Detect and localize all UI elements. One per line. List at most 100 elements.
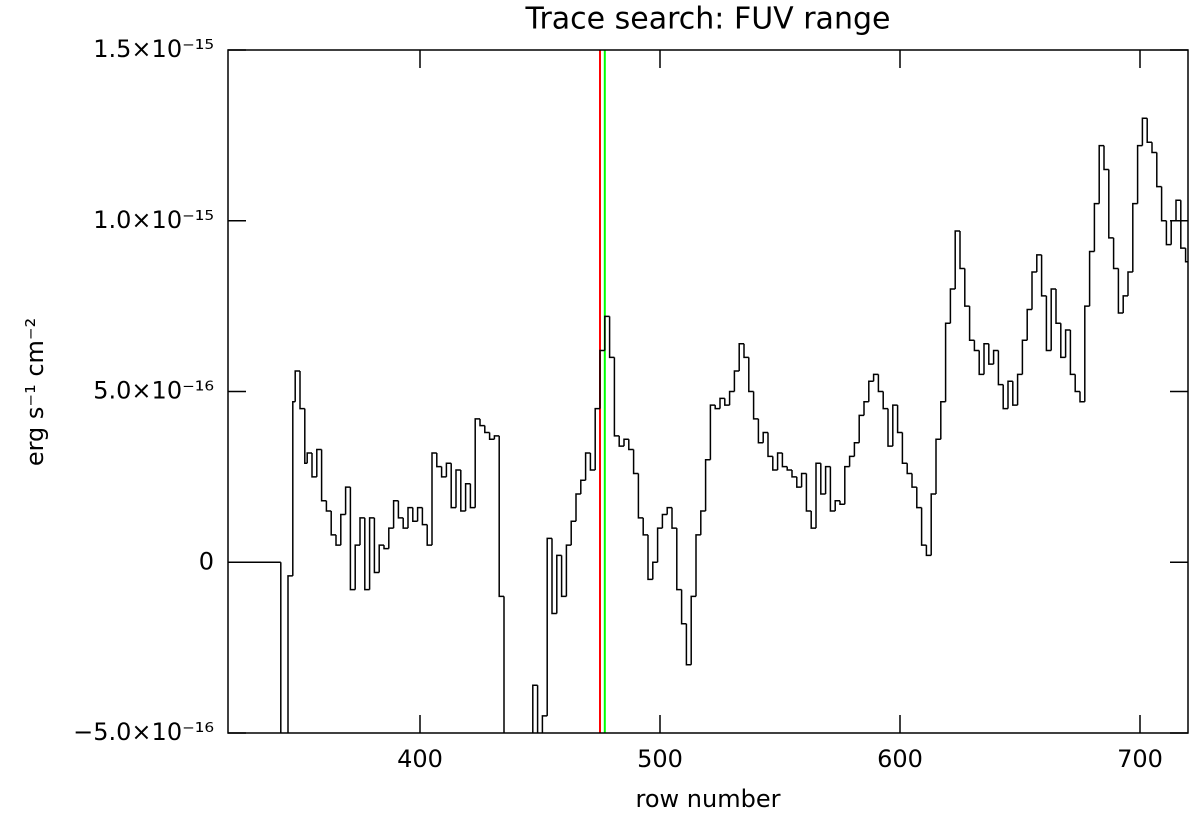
step-segment [383, 545, 389, 550]
y-tick-label: 1.5×10⁻¹⁵ [93, 35, 214, 63]
step-segment [304, 408, 308, 464]
step-segment [642, 517, 648, 536]
step-segment [1184, 248, 1188, 263]
step-segment [724, 398, 730, 406]
step-segment [752, 391, 759, 420]
step-segment [824, 465, 831, 494]
step-segment [368, 517, 375, 590]
step-segment [906, 463, 912, 475]
step-segment [287, 575, 293, 733]
step-segment [796, 476, 802, 488]
step-segment [1031, 271, 1037, 310]
step-segment [719, 397, 725, 409]
step-segment [503, 596, 505, 733]
step-segment [743, 343, 749, 359]
step-segment [1002, 384, 1008, 410]
step-segment [450, 463, 456, 509]
step-segment [280, 562, 282, 733]
step-segment [680, 589, 687, 625]
step-segment [294, 370, 300, 402]
step-segment [656, 527, 663, 563]
x-axis-label: row number [636, 785, 781, 813]
step-segment [546, 537, 552, 716]
step-segment [316, 448, 322, 477]
x-tick-label: 400 [397, 745, 443, 773]
step-segment [1012, 381, 1018, 406]
step-segment [834, 500, 840, 512]
step-segment [541, 715, 548, 733]
step-segment [556, 554, 562, 614]
step-segment [570, 520, 576, 546]
x-tick-label: 600 [877, 745, 923, 773]
step-segment [892, 404, 898, 447]
plot-frame [227, 49, 1189, 734]
step-segment [940, 400, 946, 440]
step-segment [1175, 199, 1181, 221]
step-segment [1156, 152, 1162, 188]
step-segment [509, 801, 519, 821]
step-segment [1064, 329, 1071, 358]
step-segment [1036, 254, 1042, 272]
step-segment [1016, 373, 1023, 406]
step-segment [964, 268, 970, 307]
step-segment [445, 462, 452, 477]
step-segment [872, 373, 879, 382]
step-segment [959, 230, 965, 270]
step-segment [1151, 142, 1157, 154]
step-segment [733, 370, 740, 392]
step-segment [416, 506, 423, 522]
step-segment [695, 534, 701, 597]
step-segment [1117, 268, 1124, 314]
step-segment [584, 452, 591, 481]
step-segment [714, 405, 720, 410]
step-segment [320, 449, 327, 502]
step-segment [493, 435, 500, 440]
step-segment [560, 555, 567, 598]
step-segment [757, 418, 764, 444]
plot-area [228, 50, 1188, 821]
step-segment [661, 513, 668, 529]
step-segment [484, 425, 490, 434]
step-segment [901, 432, 908, 464]
step-segment [440, 466, 447, 478]
step-segment [820, 463, 826, 495]
step-segment [1026, 308, 1032, 341]
x-tick-label: 700 [1117, 745, 1163, 773]
step-segment [299, 371, 305, 410]
step-segment [292, 400, 296, 576]
step-segment [676, 528, 682, 591]
step-segment [988, 343, 994, 365]
step-segment [479, 418, 485, 427]
step-segment [748, 357, 754, 393]
step-segment [1098, 144, 1104, 204]
step-segment [1060, 323, 1066, 359]
step-segment [1021, 339, 1028, 375]
step-segment [800, 472, 807, 488]
step-segment [1122, 295, 1128, 313]
step-segment [388, 527, 394, 549]
step-segment [344, 486, 351, 515]
step-segment [594, 407, 600, 471]
step-segment [604, 315, 610, 351]
step-segment [1084, 305, 1090, 402]
step-segment [1180, 200, 1186, 249]
step-segment [997, 350, 1004, 386]
step-segment [580, 479, 586, 494]
step-segment [1160, 186, 1167, 222]
step-segment [340, 513, 346, 546]
step-segment [916, 487, 922, 509]
step-segment [1127, 271, 1133, 296]
step-segment [709, 404, 716, 460]
step-segment [896, 405, 903, 434]
step-segment [887, 408, 893, 447]
step-segment [488, 432, 495, 441]
step-segment [992, 349, 999, 365]
chart-title: Trace search: FUV range [525, 2, 891, 37]
step-segment [575, 493, 581, 522]
step-segment [738, 342, 744, 372]
step-segment [1088, 250, 1095, 307]
step-segment [1040, 254, 1047, 297]
step-segment [1093, 202, 1100, 252]
step-segment [853, 441, 860, 457]
